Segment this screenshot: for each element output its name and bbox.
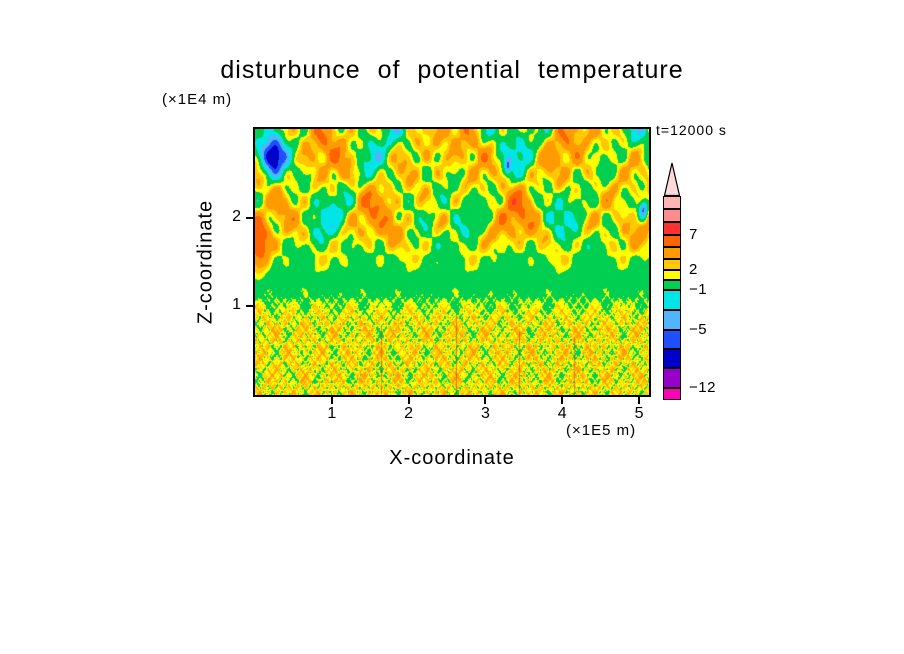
y-tick-label: 2 [232, 207, 241, 225]
colorbar-segment [663, 330, 681, 349]
colorbar-segment [663, 209, 681, 222]
colorbar-segment [663, 196, 681, 209]
colorbar-segment [663, 222, 681, 235]
y-axis-unit-label: (×1E4 m) [162, 91, 233, 108]
colorbar-segment [663, 310, 681, 330]
plot-area [253, 127, 651, 397]
x-axis-tick [484, 397, 487, 404]
colorbar-segment [663, 259, 681, 270]
x-axis-unit-label: (×1E5 m) [566, 422, 637, 439]
x-axis-tick [561, 397, 564, 404]
colorbar-tick-label: −1 [689, 281, 708, 298]
y-axis-tick [246, 305, 253, 308]
x-tick-label: 5 [634, 405, 644, 422]
y-tick-label: 1 [232, 296, 241, 314]
colorbar-segment [663, 247, 681, 259]
x-tick-label: 2 [404, 405, 414, 422]
x-axis-label: X-coordinate [389, 447, 515, 469]
chart-title: disturbunce of potential temperature [220, 56, 684, 84]
x-tick-label: 1 [327, 405, 337, 422]
x-axis-tick [407, 397, 410, 404]
colorbar-segment [663, 388, 681, 400]
colorbar-arrow-icon [663, 162, 681, 196]
colorbar-segment [663, 270, 681, 280]
x-axis-tick [638, 397, 641, 404]
x-tick-label: 3 [480, 405, 490, 422]
colorbar-tick-label: 7 [689, 226, 698, 243]
colorbar-tick-label: −12 [689, 379, 716, 396]
contour-field [255, 129, 649, 395]
time-annotation: t=12000 s [656, 122, 727, 138]
y-axis-tick [246, 216, 253, 219]
colorbar-tick-label: 2 [689, 261, 698, 278]
colorbar-tick-label: −5 [689, 321, 708, 338]
colorbar-segment [663, 280, 681, 290]
colorbar-segment [663, 349, 681, 368]
x-axis-tick [330, 397, 333, 404]
x-tick-label: 4 [557, 405, 567, 422]
colorbar-segment [663, 235, 681, 247]
colorbar-segment [663, 368, 681, 388]
colorbar-segment [663, 290, 681, 310]
